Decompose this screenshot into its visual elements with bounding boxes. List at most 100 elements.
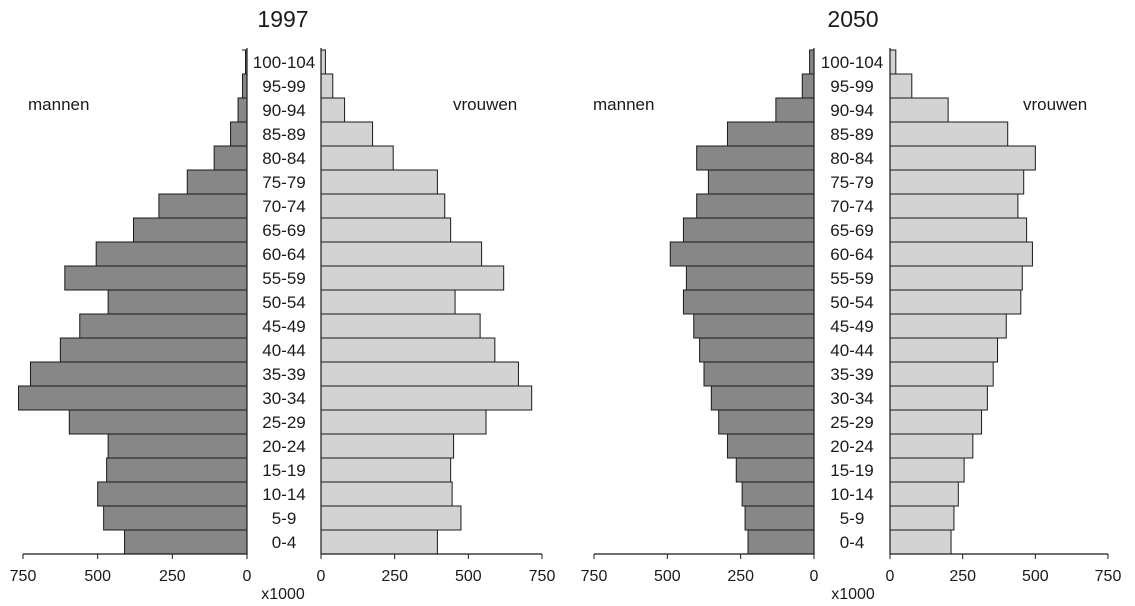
female-bar-60-64 xyxy=(320,241,483,267)
male-bar-80-84 xyxy=(696,145,815,171)
male-bar-35-39 xyxy=(29,361,248,387)
age-label-100-104: 100-104 xyxy=(253,53,315,72)
male-bar-35-39 xyxy=(703,361,815,387)
age-label-75-79: 75-79 xyxy=(262,173,305,192)
male-bar-50-54 xyxy=(682,289,815,315)
x-tick-label-right-500: 500 xyxy=(455,568,482,585)
age-label-25-29: 25-29 xyxy=(830,413,873,432)
age-label-45-49: 45-49 xyxy=(830,317,873,336)
x-tick-label-left-750: 750 xyxy=(10,568,37,585)
age-label-80-84: 80-84 xyxy=(830,149,873,168)
female-bar-90-94 xyxy=(889,97,949,123)
female-bar-10-14 xyxy=(320,481,453,507)
age-label-5-9: 5-9 xyxy=(840,509,865,528)
female-bar-50-54 xyxy=(889,289,1022,315)
age-label-30-34: 30-34 xyxy=(262,389,305,408)
female-bar-65-69 xyxy=(320,217,452,243)
right-label-1997: vrouwen xyxy=(453,95,517,114)
male-bar-90-94 xyxy=(775,97,815,123)
male-bar-85-89 xyxy=(230,121,248,147)
pyramid-1997: 1997 mannen vrouwen 0-4 5-9 10-14 15-19 20-2… xyxy=(10,6,556,603)
x-axis-right-2050: 750 500 250 0 xyxy=(886,48,1122,585)
female-bar-65-69 xyxy=(889,217,1028,243)
male-bar-30-34 xyxy=(710,385,815,411)
male-bar-0-4 xyxy=(124,529,248,555)
left-label-1997: mannen xyxy=(28,95,89,114)
age-label-45-49: 45-49 xyxy=(262,317,305,336)
age-label-15-19: 15-19 xyxy=(830,461,873,480)
age-label-75-79: 75-79 xyxy=(830,173,873,192)
female-bar-20-24 xyxy=(889,433,974,459)
x-tick-label-left-250: 250 xyxy=(727,568,754,585)
age-label-50-54: 50-54 xyxy=(830,293,873,312)
male-bar-60-64 xyxy=(95,241,248,267)
male-bar-70-74 xyxy=(158,193,248,219)
male-bar-85-89 xyxy=(726,121,815,147)
age-label-10-14: 10-14 xyxy=(262,485,305,504)
female-bar-25-29 xyxy=(889,409,983,435)
age-label-40-44: 40-44 xyxy=(262,341,305,360)
male-bar-50-54 xyxy=(107,289,248,315)
female-bar-5-9 xyxy=(889,505,955,531)
left-label-2050: mannen xyxy=(593,95,654,114)
male-bar-5-9 xyxy=(744,505,815,531)
female-bar-0-4 xyxy=(889,529,952,555)
x-tick-label-left-0: 0 xyxy=(810,568,819,585)
x-tick-label-right-750: 750 xyxy=(1095,568,1122,585)
male-bar-75-79 xyxy=(707,169,815,195)
x-tick-label-left-500: 500 xyxy=(84,568,111,585)
female-bar-70-74 xyxy=(889,193,1019,219)
female-bar-85-89 xyxy=(889,121,1009,147)
female-bar-30-34 xyxy=(889,385,988,411)
female-bar-45-49 xyxy=(320,313,481,339)
x-tick-label-right-0: 0 xyxy=(317,568,326,585)
age-label-95-99: 95-99 xyxy=(262,77,305,96)
male-bar-55-59 xyxy=(685,265,815,291)
female-bar-15-19 xyxy=(320,457,452,483)
age-label-0-4: 0-4 xyxy=(272,533,297,552)
male-bar-15-19 xyxy=(735,457,815,483)
age-label-95-99: 95-99 xyxy=(830,77,873,96)
age-label-60-64: 60-64 xyxy=(262,245,305,264)
x-axis-left-1997: 750 500 250 0 xyxy=(10,48,252,585)
x-tick-label-right-0: 0 xyxy=(886,568,895,585)
male-bar-65-69 xyxy=(133,217,248,243)
male-bar-10-14 xyxy=(97,481,248,507)
male-bar-90-94 xyxy=(237,97,248,123)
male-bar-65-69 xyxy=(682,217,815,243)
male-bar-45-49 xyxy=(79,313,248,339)
pyramid-2050: 2050 mannen vrouwen 0-4 5-9 10-14 15-19 20-2… xyxy=(581,6,1122,603)
male-bar-0-4 xyxy=(747,529,815,555)
female-bar-55-59 xyxy=(320,265,505,291)
male-bar-95-99 xyxy=(242,73,248,99)
age-label-85-89: 85-89 xyxy=(830,125,873,144)
female-bar-40-44 xyxy=(889,337,999,363)
female-bar-95-99 xyxy=(889,73,913,99)
male-bar-10-14 xyxy=(741,481,815,507)
age-label-65-69: 65-69 xyxy=(262,221,305,240)
male-bar-70-74 xyxy=(696,193,815,219)
right-label-2050: vrouwen xyxy=(1023,95,1087,114)
female-bar-30-34 xyxy=(320,385,533,411)
male-bars-2050 xyxy=(669,49,815,555)
female-bar-55-59 xyxy=(889,265,1023,291)
age-label-25-29: 25-29 xyxy=(262,413,305,432)
female-bar-50-54 xyxy=(320,289,456,315)
chart-title-2050: 2050 xyxy=(827,6,878,32)
x-tick-label-left-750: 750 xyxy=(581,568,608,585)
female-bar-75-79 xyxy=(320,169,438,195)
female-bar-40-44 xyxy=(320,337,496,363)
age-label-30-34: 30-34 xyxy=(830,389,873,408)
male-bar-40-44 xyxy=(59,337,248,363)
age-label-35-39: 35-39 xyxy=(262,365,305,384)
age-label-15-19: 15-19 xyxy=(262,461,305,480)
age-label-70-74: 70-74 xyxy=(262,197,305,216)
male-bar-30-34 xyxy=(18,385,248,411)
age-label-5-9: 5-9 xyxy=(272,509,297,528)
age-label-20-24: 20-24 xyxy=(262,437,305,456)
female-bar-85-89 xyxy=(320,121,374,147)
unit-label-2050: x1000 xyxy=(831,586,875,603)
x-tick-label-left-250: 250 xyxy=(159,568,186,585)
female-bar-0-4 xyxy=(320,529,438,555)
female-bar-15-19 xyxy=(889,457,965,483)
